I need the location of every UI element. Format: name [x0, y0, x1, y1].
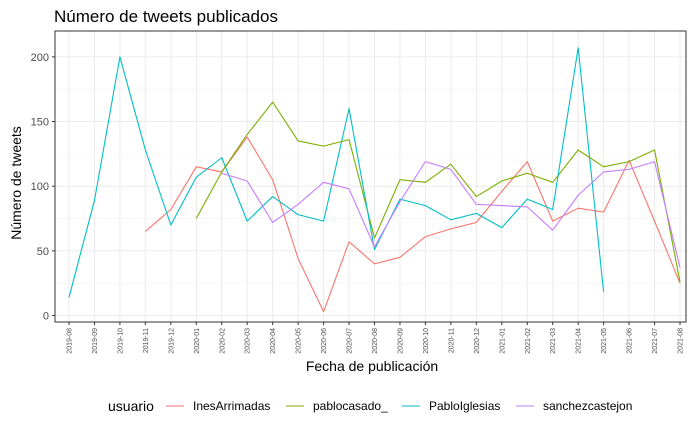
legend: usuario InesArrimadas pablocasado_ PabloIg… [108, 398, 632, 414]
x-tick-label: 2020-08 [372, 328, 379, 354]
legend-label-sanchezcastejon: sanchezcastejon [543, 399, 632, 413]
x-tick-label: 2021-06 [627, 328, 634, 354]
x-tick-label: 2021-03 [550, 328, 557, 354]
x-tick-label: 2019-08 [67, 328, 74, 354]
series-line-sanchezcastejon [221, 161, 681, 268]
series-line-inesarrimadas [145, 136, 681, 313]
x-tick-label: 2019-10 [117, 328, 124, 354]
x-tick-label: 2019-11 [143, 328, 150, 353]
y-axis-title: Número de tweets [8, 126, 24, 240]
x-tick-label: 2020-05 [296, 328, 303, 354]
x-tick-label: 2020-07 [347, 328, 354, 354]
x-tick-label: 2020-12 [474, 328, 481, 354]
x-tick-label: 2020-03 [245, 328, 252, 354]
series-line-pablocasado- [195, 101, 681, 283]
x-tick-label: 2021-02 [525, 328, 532, 354]
x-tick-label: 2020-02 [219, 328, 226, 354]
x-tick-label: 2020-04 [270, 328, 277, 354]
x-tick-label: 2021-07 [652, 328, 659, 354]
legend-label-pabloiglesias: PabloIglesias [429, 399, 500, 413]
legend-label-pablocasado-: pablocasado_ [313, 399, 388, 413]
y-tick-label: 100 [31, 181, 49, 193]
legend-title: usuario [108, 398, 154, 414]
y-tick-label: 150 [31, 117, 49, 129]
x-tick-label: 2020-09 [397, 328, 404, 354]
y-tick-label: 0 [43, 311, 49, 323]
x-tick-label: 2020-11 [448, 328, 455, 353]
x-tick-label: 2019-09 [92, 328, 99, 354]
y-tick-label: 50 [37, 246, 49, 258]
y-tick-label: 200 [31, 52, 49, 64]
legend-label-inesarrimadas: InesArrimadas [193, 399, 270, 413]
chart-title: Número de tweets publicados [54, 7, 278, 26]
plot-border [54, 30, 687, 323]
x-tick-label: 2021-01 [499, 328, 506, 354]
x-tick-label: 2019-12 [168, 328, 175, 354]
x-axis-title: Fecha de publicación [306, 358, 438, 374]
x-tick-label: 2020-06 [321, 328, 328, 354]
x-tick-label: 2020-01 [194, 328, 201, 354]
plot-area: 0 50 100 150 200 2019-08 2019-09 2019-10 2019-11… [31, 30, 687, 354]
series-line-pabloiglesias [68, 47, 605, 298]
x-tick-label: 2020-10 [423, 328, 430, 354]
x-tick-label: 2021-08 [678, 328, 685, 354]
x-tick-label: 2021-04 [576, 328, 583, 354]
x-tick-label: 2021-05 [601, 328, 608, 354]
